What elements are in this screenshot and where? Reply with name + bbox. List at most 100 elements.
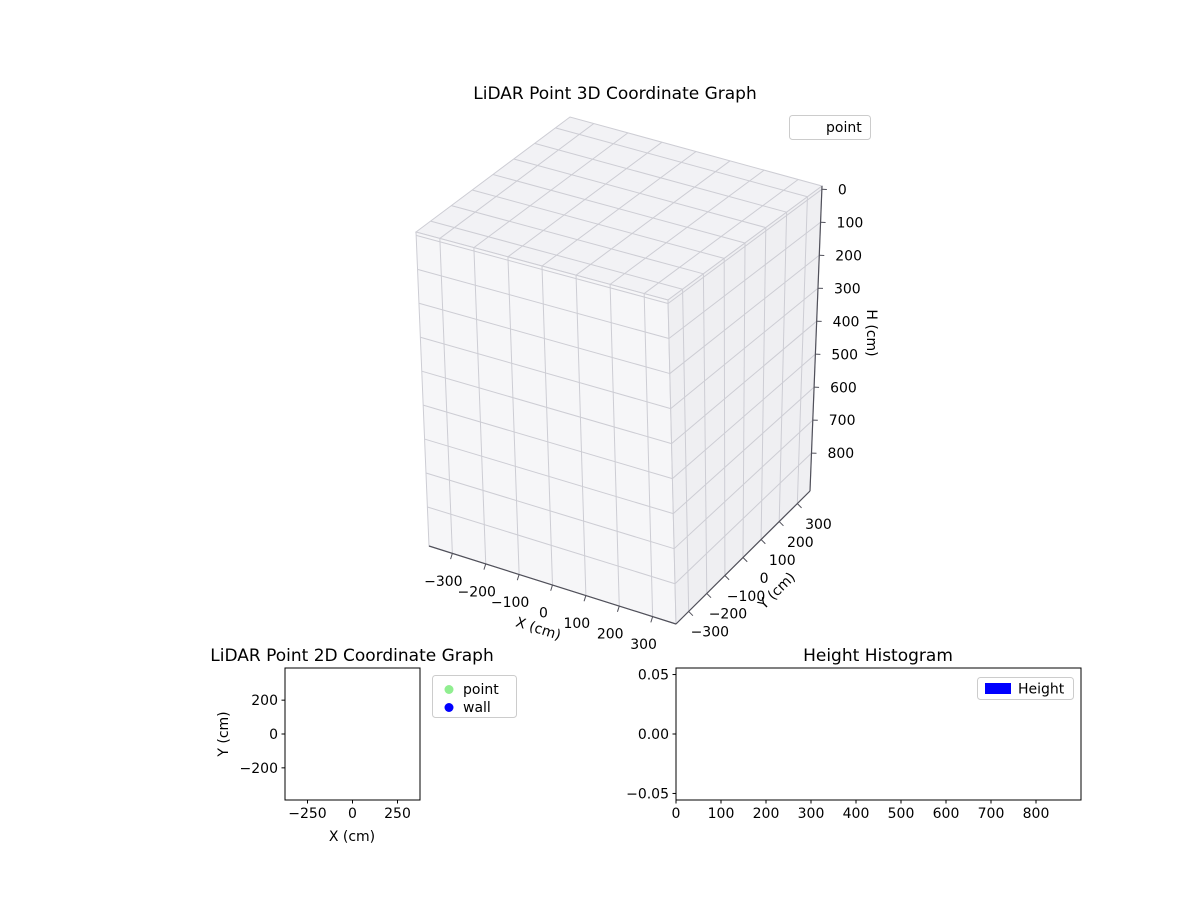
y-tick-label: 200 — [251, 693, 278, 709]
gridline-x — [643, 293, 654, 617]
x-tick — [616, 605, 620, 612]
gridline-y — [682, 289, 690, 612]
x-tick-label: 100 — [708, 806, 735, 822]
gridline-z — [416, 234, 669, 304]
x-tick-label: 300 — [630, 637, 657, 653]
gridline-z — [668, 221, 821, 339]
legend-patch-height — [985, 683, 1011, 694]
gridline-z — [424, 438, 674, 515]
gridline-y — [555, 127, 808, 198]
legend-label-height: Height — [1018, 682, 1065, 698]
x-tick — [483, 563, 487, 570]
y-tick-label: −200 — [240, 761, 278, 777]
gridline-z — [671, 320, 818, 444]
gridline-z — [673, 419, 814, 550]
legend-marker-point — [444, 685, 454, 694]
plot2d-ylabel: Y (cm) — [216, 711, 232, 757]
x-tick-label: 0 — [539, 606, 548, 622]
ticks-3d: −300−200−1000100200300−300−200−100010020… — [424, 182, 863, 653]
x-tick — [516, 574, 520, 581]
plot3d-title: LiDAR Point 3D Coordinate Graph — [473, 84, 757, 104]
y-tick-label: 0 — [760, 571, 769, 587]
gridline-z — [425, 472, 675, 550]
gridline-x — [609, 284, 620, 607]
gridline-z — [421, 370, 672, 445]
legend-label-point: point — [463, 682, 499, 698]
gridline-z — [670, 287, 819, 409]
y-tick — [724, 575, 730, 581]
gridline-y — [451, 205, 704, 275]
z-tick-label: 200 — [835, 248, 862, 264]
legend-label-point: point — [826, 120, 862, 136]
x-tick — [650, 616, 654, 623]
gridline-z — [418, 302, 670, 375]
z-tick-label: 600 — [830, 380, 857, 396]
y-tick-label: −100 — [727, 589, 765, 605]
y-tick — [796, 503, 802, 509]
z-tick-label: 0 — [838, 182, 847, 198]
plot2d-title: LiDAR Point 2D Coordinate Graph — [210, 646, 494, 666]
plot3d-legend: point — [789, 115, 871, 140]
gridline-z — [672, 353, 816, 480]
x-tick-label: 250 — [384, 806, 411, 822]
gridline-x — [439, 238, 453, 554]
y-tick — [688, 611, 694, 617]
gridline-z — [669, 254, 820, 374]
gridline-x — [575, 275, 587, 596]
y-tick-label: −300 — [691, 625, 729, 641]
gridline-z — [427, 506, 676, 585]
x-tick-label: 0 — [348, 806, 357, 822]
gridline-z — [420, 336, 671, 410]
x-tick-label: 700 — [978, 806, 1005, 822]
x-tick-label: −250 — [288, 806, 326, 822]
plot2d-legend: point wall — [432, 675, 517, 718]
x-tick-label: 0 — [672, 806, 681, 822]
y-tick — [760, 539, 766, 545]
y-tick-label: −0.05 — [626, 786, 669, 802]
plot2d-axes: −250 0 250 −200 0 200 — [240, 667, 421, 822]
x-tick-label: 400 — [843, 806, 870, 822]
legend-frame — [432, 675, 517, 718]
z-axis-spine — [809, 185, 823, 492]
gridline-y — [702, 273, 708, 594]
hist-legend: Height — [977, 677, 1074, 700]
z-tick-label: 300 — [834, 281, 861, 297]
gridline-x — [507, 256, 520, 575]
x-tick-label: 300 — [798, 806, 825, 822]
y-tick — [742, 557, 748, 563]
axes-frame — [284, 667, 421, 801]
x-tick — [550, 584, 553, 591]
y-tick-label: 100 — [769, 553, 796, 569]
legend-frame — [789, 115, 871, 140]
x-tick-label: −300 — [424, 574, 462, 590]
gridline-z — [672, 386, 815, 515]
x-tick-label: 600 — [933, 806, 960, 822]
gridline-z — [423, 404, 673, 480]
gridline-y — [492, 174, 746, 244]
z-tick-label: 400 — [833, 314, 860, 330]
x-tick-label: 500 — [888, 806, 915, 822]
gridline-y — [513, 158, 766, 229]
x-tick-label: 200 — [753, 806, 780, 822]
gridline-y — [760, 227, 767, 540]
gridline-y — [723, 258, 726, 576]
legend-marker-wall — [444, 703, 454, 712]
y-tick — [706, 593, 712, 599]
gridline-y — [534, 142, 787, 213]
x-tick — [583, 595, 587, 602]
gridline-x — [473, 247, 487, 564]
y-tick-label: 0.05 — [638, 668, 669, 684]
y-tick — [778, 521, 784, 527]
x-tick-label: 800 — [1023, 806, 1050, 822]
gridline-y — [472, 189, 725, 259]
legend-label-wall: wall — [463, 700, 491, 716]
y-tick-label: 300 — [805, 517, 832, 533]
gridline-x — [541, 265, 553, 586]
plot3d-zlabel: H (cm) — [863, 309, 879, 356]
x-tick-label: −200 — [457, 585, 495, 601]
plot2d-xlabel: X (cm) — [329, 829, 375, 845]
z-tick-label: 500 — [831, 347, 858, 363]
x-tick-label: 100 — [563, 616, 590, 632]
